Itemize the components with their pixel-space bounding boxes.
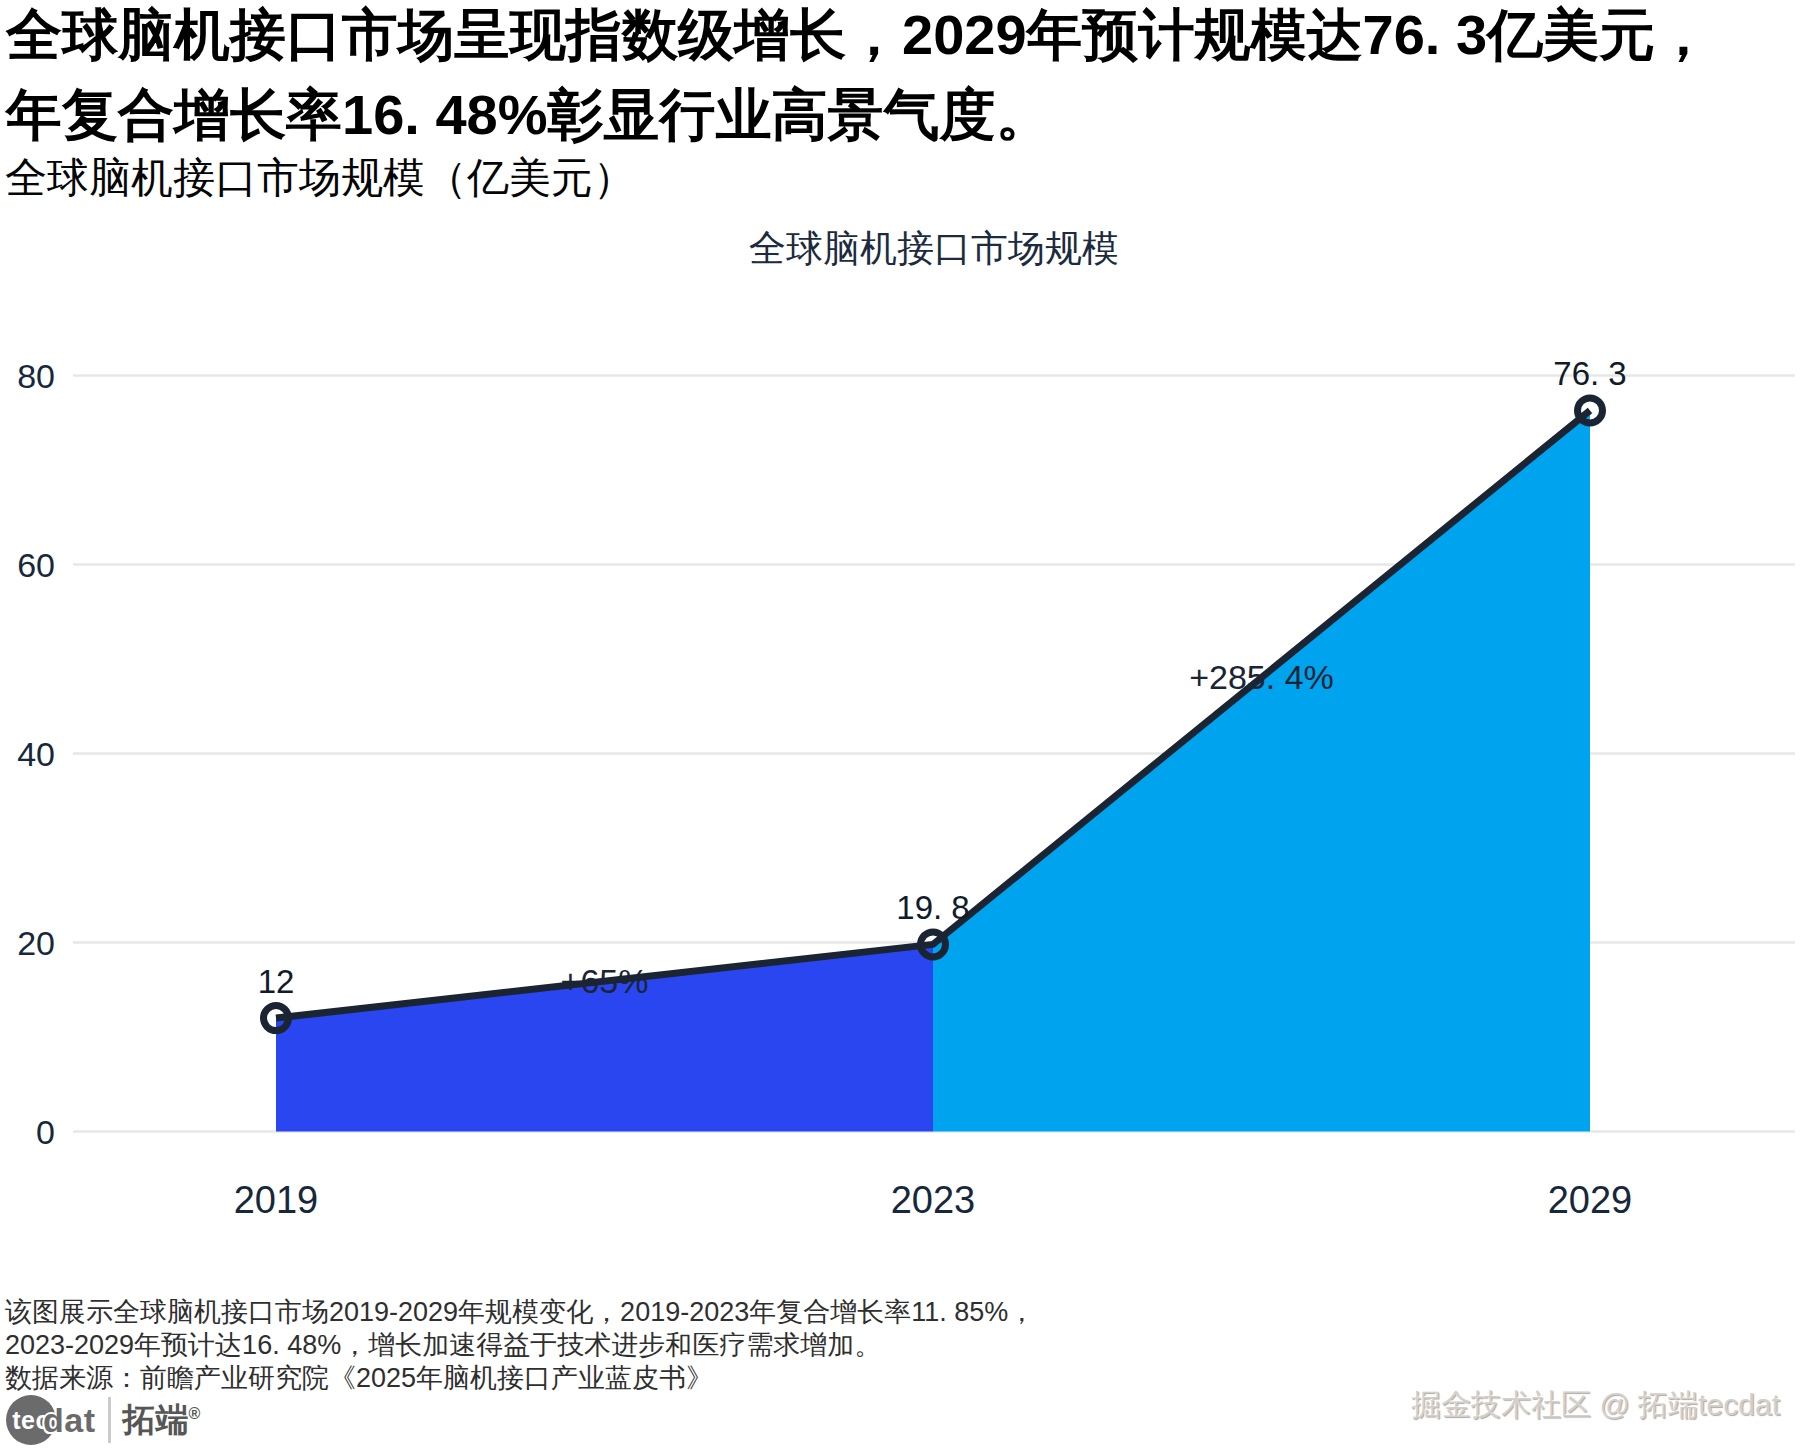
page: 全球脑机接口市场呈现指数级增长，2029年预计规模达76. 3亿美元， 年复合增… [0, 0, 1814, 1451]
caption-line-1: 该图展示全球脑机接口市场2019-2029年规模变化，2019-2023年复合增… [5, 1296, 1035, 1329]
data-point-value-label-2023: 19. 8 [896, 889, 969, 926]
y-tick-label-60: 60 [17, 546, 55, 584]
logo-brand-name: 拓端® [123, 1398, 201, 1443]
data-point-value-label-2029: 76. 3 [1553, 355, 1626, 392]
registered-mark: ® [189, 1405, 201, 1422]
x-tick-label-2019: 2019 [234, 1179, 319, 1221]
logo-text-dat: dat [43, 1401, 96, 1440]
logo-divider [108, 1397, 111, 1443]
chart-caption: 该图展示全球脑机接口市场2019-2029年规模变化，2019-2023年复合增… [5, 1296, 1035, 1395]
data-source-line: 数据来源：前瞻产业研究院《2025年脑机接口产业蓝皮书》 [5, 1362, 1035, 1395]
y-tick-label-20: 20 [17, 924, 55, 962]
area-segment-2023-2029 [933, 410, 1590, 1131]
y-tick-label-0: 0 [36, 1113, 55, 1151]
x-tick-label-2029: 2029 [1548, 1179, 1633, 1221]
y-tick-label-80: 80 [17, 357, 55, 395]
market-size-area-chart: 020406080+65%+285. 4%12201919. 8202376. … [0, 0, 1814, 1451]
logo-brand-text: 拓端 [123, 1401, 189, 1438]
tecdat-logo: tec dat 拓端® [6, 1392, 200, 1448]
community-watermark: 掘金技术社区 @ 拓端tecdat [1411, 1385, 1780, 1426]
data-point-value-label-2019: 12 [258, 963, 295, 1000]
y-tick-label-40: 40 [17, 735, 55, 773]
x-tick-label-2023: 2023 [891, 1179, 976, 1221]
caption-line-2: 2023-2029年预计达16. 48%，增长加速得益于技术进步和医疗需求增加。 [5, 1329, 1035, 1362]
